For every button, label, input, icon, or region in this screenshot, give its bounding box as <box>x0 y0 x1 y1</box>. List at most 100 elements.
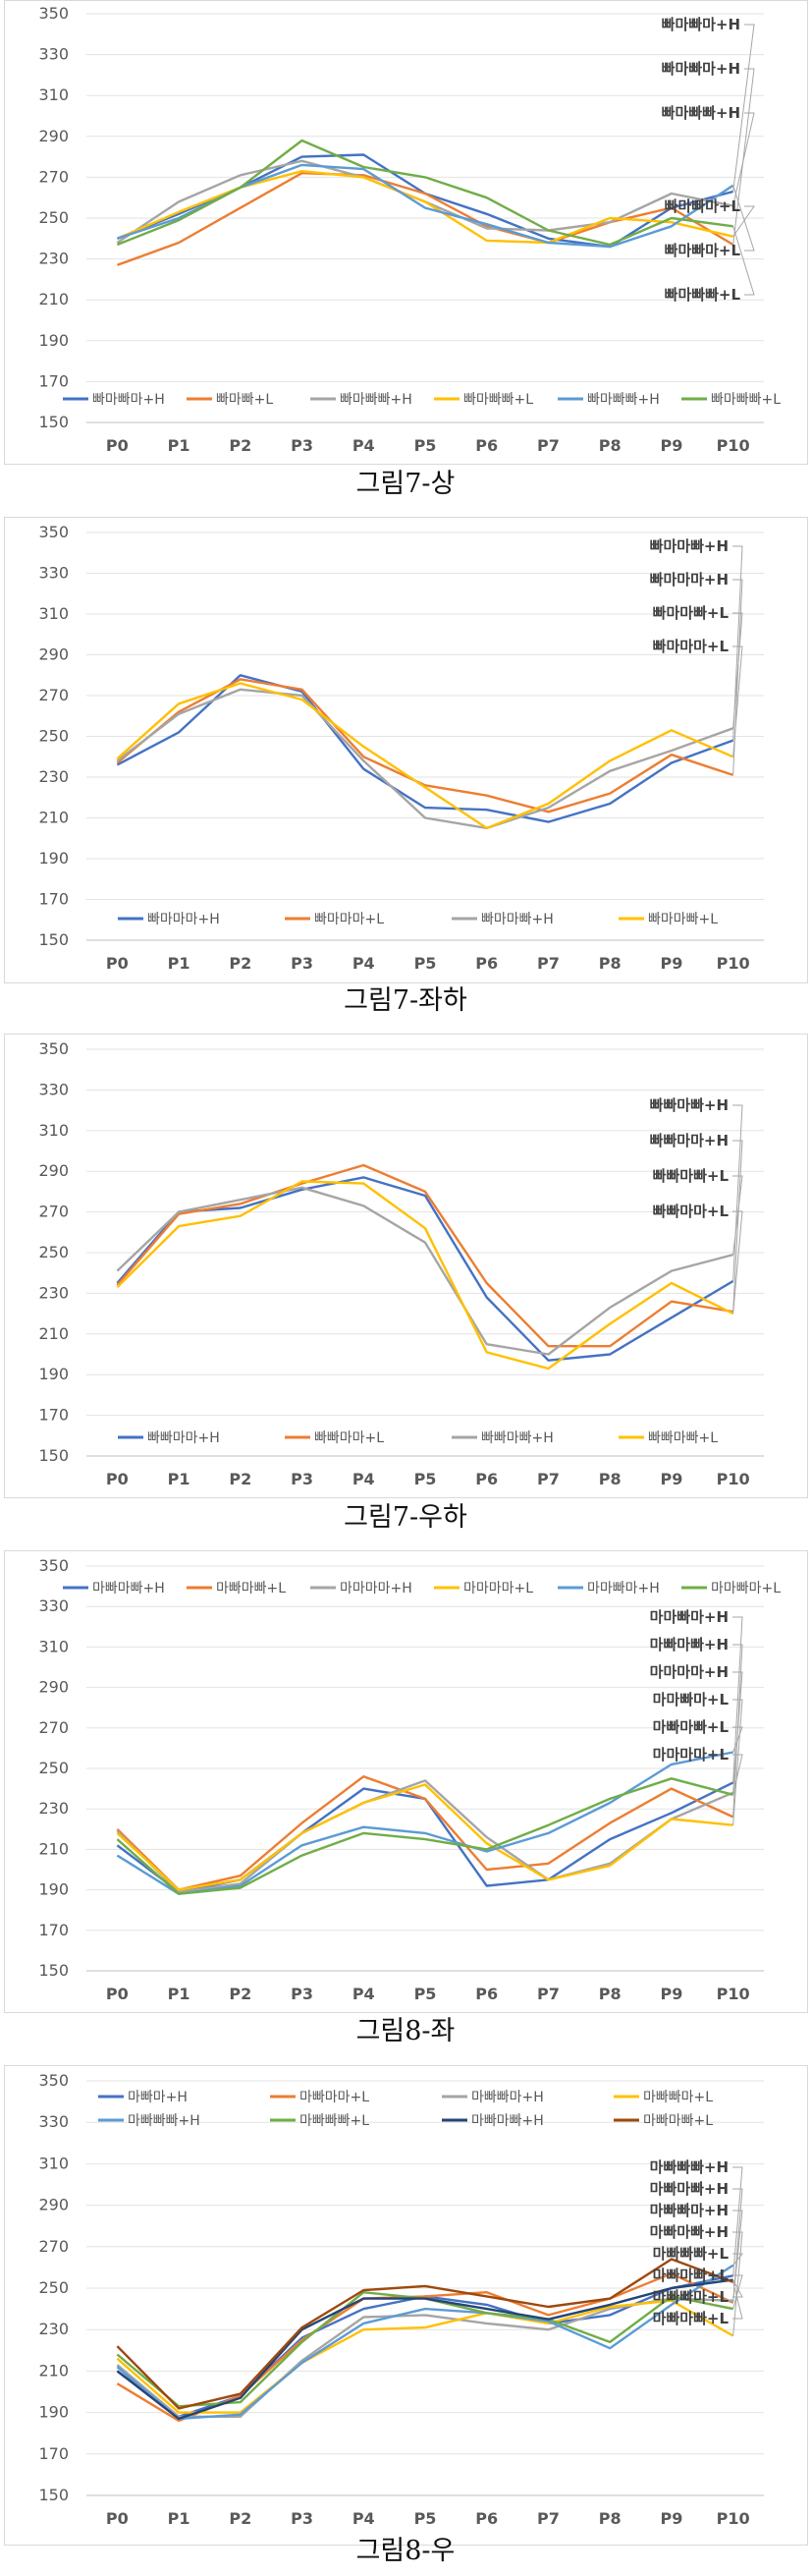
annotation-leader-line <box>732 579 743 775</box>
x-tick-label: P0 <box>106 1985 129 2003</box>
legend-item: 빠마빠빠+L <box>681 392 781 408</box>
y-tick-label: 170 <box>38 1921 69 1939</box>
series-line-4 <box>116 1783 733 1891</box>
x-tick-label: P1 <box>168 1985 190 2003</box>
x-tick-label: P1 <box>168 2509 190 2528</box>
x-tick-label: P1 <box>168 1470 190 1488</box>
legend-label: 빠빠마빠+H <box>481 1430 554 1446</box>
y-tick-label: 190 <box>38 1880 69 1899</box>
x-tick-label: P9 <box>660 1470 682 1488</box>
x-tick-label: P0 <box>106 2509 129 2528</box>
y-tick-label: 250 <box>38 1243 69 1261</box>
series-line-1 <box>116 674 734 823</box>
legend-item: 마마빠마+H <box>558 1581 660 1596</box>
figure-caption: 그림7-좌하 <box>344 985 467 1016</box>
legend-label: 빠빠마마+L <box>314 1430 384 1446</box>
x-tick-label: P0 <box>106 1470 129 1488</box>
y-tick-label: 170 <box>38 1406 69 1425</box>
chart-1: 150 170 190 210 230 250 270 290 310 330 350 P0 P1 P2 P… <box>4 0 808 465</box>
y-tick-label: 190 <box>38 2403 69 2422</box>
y-tick-label: 350 <box>38 1039 69 1058</box>
legend-item: 빠빠마마+L <box>285 1430 384 1446</box>
x-tick-label: P4 <box>352 1985 375 2003</box>
series-line-4 <box>116 169 733 245</box>
y-tick-label: 190 <box>38 1365 69 1383</box>
annotation-label: 빠마빠마+H <box>662 60 740 78</box>
legend-label: 빠마마마+H <box>147 912 220 927</box>
x-tick-label: P9 <box>660 436 682 455</box>
annotation-leader-line <box>732 2281 743 2320</box>
legend-item: 마마빠마+L <box>681 1581 781 1596</box>
figure-caption: 그림8-좌 <box>356 2016 456 2046</box>
legend-item: 마빠마빠+H <box>442 2113 544 2129</box>
annotation-label: 빠마빠마+L <box>665 242 741 259</box>
legend-item: 마빠마빠+L <box>614 2113 713 2129</box>
annotation-label: 빠마빠마+H <box>662 16 740 33</box>
y-tick-label: 350 <box>38 4 69 23</box>
x-tick-label: P7 <box>537 436 560 455</box>
legend-item: 마빠빠마+L <box>614 2090 713 2105</box>
legend-item: 빠마마마+H <box>118 912 220 927</box>
y-tick-label: 190 <box>38 849 69 868</box>
y-tick-label: 310 <box>38 1121 69 1140</box>
annotation-label: 빠마마빠+H <box>650 537 729 555</box>
y-tick-label: 290 <box>38 1678 69 1697</box>
x-tick-label: P10 <box>717 436 750 455</box>
annotation-leader-line <box>732 226 755 296</box>
legend-label: 마빠빠빠+H <box>128 2113 200 2129</box>
x-tick-label: P6 <box>475 1985 498 2003</box>
annotation-leader-line <box>732 24 755 193</box>
y-tick-label: 330 <box>38 1596 69 1615</box>
chart-2: 150 170 190 210 230 250 270 290 310 330 350 P0 P1 P2 P… <box>4 517 808 983</box>
x-tick-label: P6 <box>475 954 498 973</box>
x-tick-label: P10 <box>717 1470 750 1488</box>
x-tick-label: P3 <box>291 436 313 455</box>
y-tick-label: 250 <box>38 208 69 227</box>
legend-label: 마빠빠마+L <box>643 2090 713 2105</box>
annotation-leader-line <box>732 68 755 246</box>
annotation-leader-line <box>732 205 755 238</box>
y-tick-label: 330 <box>38 1080 69 1098</box>
annotation-leader-line <box>732 612 743 729</box>
legend-item: 마마마마+H <box>310 1581 412 1596</box>
x-tick-label: P2 <box>229 436 251 455</box>
annotation-label: 마빠마빠+H <box>650 2180 729 2198</box>
annotation-label: 마마마마+L <box>653 1746 730 1764</box>
x-tick-label: P7 <box>537 1985 560 2003</box>
y-tick-label: 310 <box>38 2154 69 2172</box>
x-tick-label: P0 <box>106 436 129 455</box>
legend-item: 빠마빠+L <box>187 392 273 408</box>
series-line-6 <box>116 1777 733 1895</box>
annotation-label: 마빠마빠+H <box>650 1636 729 1653</box>
x-tick-label: P2 <box>229 954 251 973</box>
series-line-2 <box>116 171 734 266</box>
x-tick-label: P9 <box>660 2509 682 2528</box>
x-tick-label: P4 <box>352 436 375 455</box>
chart-4: 150 170 190 210 230 250 270 290 310 330 350 P0 P1 P2 P… <box>4 1550 808 2013</box>
legend-item: 빠빠마빠+L <box>619 1430 718 1446</box>
x-tick-label: P5 <box>414 2509 437 2528</box>
y-tick-label: 150 <box>38 2486 69 2504</box>
series-line-1 <box>116 1176 734 1362</box>
chart-3: 150 170 190 210 230 250 270 290 310 330 350 P0 P1 P2 P… <box>4 1034 808 1498</box>
y-tick-label: 170 <box>38 2444 69 2463</box>
y-tick-label: 330 <box>38 2112 69 2131</box>
x-tick-label: P3 <box>291 2509 313 2528</box>
y-tick-label: 330 <box>38 45 69 64</box>
y-tick-label: 270 <box>38 2237 69 2256</box>
legend-label: 마빠빠빠+L <box>299 2113 369 2129</box>
x-tick-label: P5 <box>414 1470 437 1488</box>
legend-label: 마빠마마+L <box>299 2090 369 2105</box>
x-tick-label: P4 <box>352 2509 375 2528</box>
legend-label: 빠마빠빠+H <box>340 392 412 408</box>
x-tick-label: P9 <box>660 954 682 973</box>
y-tick-label: 330 <box>38 564 69 583</box>
y-tick-label: 310 <box>38 85 69 104</box>
annotation-leader-line <box>732 2188 743 2303</box>
legend-label: 마빠마빠+H <box>92 1581 165 1596</box>
x-tick-label: P1 <box>168 436 190 455</box>
x-tick-label: P5 <box>414 954 437 973</box>
annotation-label: 빠마빠빠+H <box>662 104 740 122</box>
annotation-label: 마빠마빠+L <box>653 2310 730 2327</box>
series-line-8 <box>116 2258 734 2410</box>
